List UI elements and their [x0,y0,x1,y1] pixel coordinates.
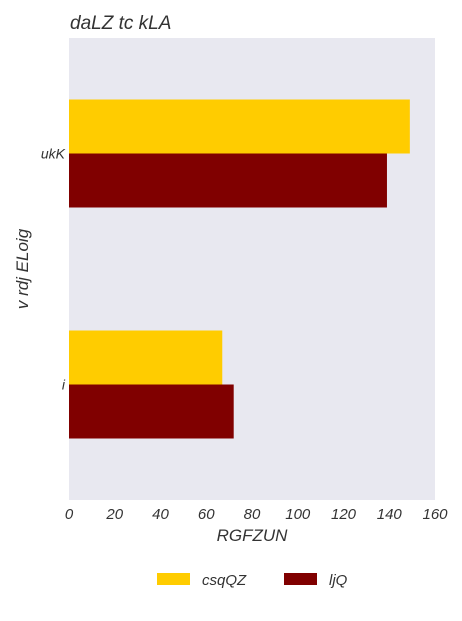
legend: csqQZ ljQ [157,572,348,589]
x-axis-label: RGFZUN [217,526,289,545]
legend-label-ljQ: ljQ [329,572,348,589]
y-axis-label: v rdj ELoig [13,228,32,309]
bar-ljQ-ukK [69,153,387,208]
x-tick-labels: 0 20 40 60 80 100 120 140 160 [65,506,448,523]
x-tick-label: 20 [105,506,123,523]
y-tick-label: i [62,377,66,393]
x-tick-label: 140 [377,506,403,523]
x-tick-label: 60 [198,506,215,523]
legend-swatch-ljQ [284,573,317,585]
bar-csqQZ-ukK [69,99,410,154]
x-tick-label: 120 [331,506,357,523]
bars-layer [69,99,410,439]
legend-label-csqQZ: csqQZ [202,572,247,589]
y-tick-label: ukK [41,146,66,162]
x-tick-label: 40 [152,506,169,523]
x-tick-label: 160 [422,506,448,523]
bar-csqQZ-i [69,330,223,385]
y-tick-labels: ukK i [41,146,66,393]
chart-title: daLZ tc kLA [70,13,171,34]
legend-swatch-csqQZ [157,573,190,585]
x-tick-label: 80 [244,506,261,523]
bar-ljQ-i [69,384,234,439]
x-tick-label: 0 [65,506,74,523]
x-tick-label: 100 [285,506,311,523]
